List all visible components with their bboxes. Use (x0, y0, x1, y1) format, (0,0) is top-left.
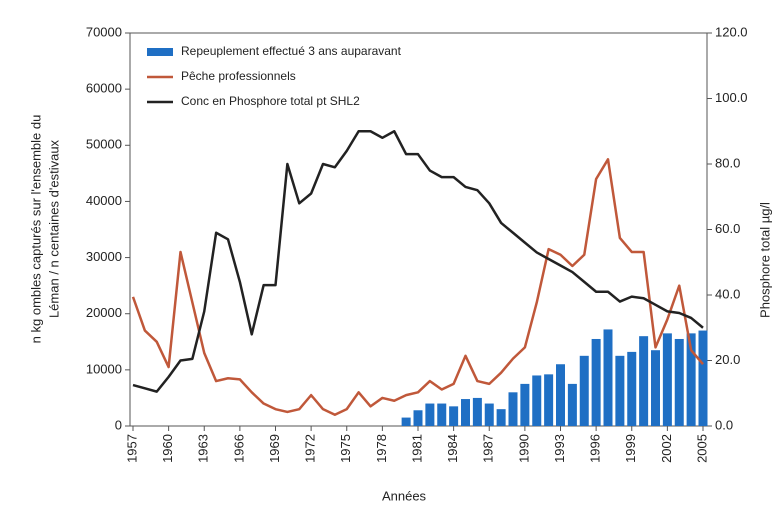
y2-tick-label: 20.0 (715, 352, 740, 367)
bar (686, 333, 696, 426)
y-tick-label: 50000 (86, 137, 122, 152)
y-tick-label: 60000 (86, 81, 122, 96)
bar (579, 355, 589, 426)
y-tick-label: 30000 (86, 249, 122, 264)
y-axis-title: n kg ombles capturés sur l'ensemble du (28, 115, 43, 344)
bar (651, 350, 660, 426)
x-tick-label: 1972 (303, 434, 318, 463)
y2-axis-title: Phosphore total µg/l (757, 202, 772, 318)
y-axis-title: Léman / n centaines d'estivaux (46, 139, 61, 318)
x-tick-label: 1981 (409, 434, 424, 463)
bar (603, 329, 613, 426)
bar (449, 406, 459, 426)
x-tick-label: 1999 (623, 434, 638, 463)
y2-tick-label: 80.0 (715, 155, 740, 170)
bar (627, 351, 637, 426)
x-tick-label: 2005 (694, 434, 709, 463)
bar (401, 417, 411, 426)
bar (413, 410, 423, 426)
legend: Repeuplement effectué 3 ans auparavant Pê… (147, 44, 402, 108)
x-tick-label: 1987 (481, 434, 496, 463)
y2-tick-label: 60.0 (715, 221, 740, 236)
bar (496, 409, 506, 426)
line (132, 130, 704, 393)
y2-tick-label: 120.0 (715, 24, 748, 39)
line (131, 158, 704, 417)
x-tick-label: 1957 (124, 434, 139, 463)
x-tick-label: 1978 (374, 434, 389, 463)
bar (615, 355, 625, 426)
bar (425, 403, 435, 426)
y2-tick-label: 0.0 (715, 417, 733, 432)
x-tick-label: 1984 (445, 434, 460, 463)
legend-swatch (147, 48, 173, 56)
bar (639, 336, 649, 426)
x-tick-label: 1966 (231, 434, 246, 463)
bar (674, 338, 684, 426)
x-tick-label: 1993 (552, 434, 567, 463)
bar (591, 338, 601, 426)
y-tick-label: 70000 (86, 24, 122, 39)
y-tick-label: 0 (115, 417, 122, 432)
legend-label: Repeuplement effectué 3 ans auparavant (181, 44, 402, 58)
bar (461, 399, 470, 426)
bar (437, 403, 447, 426)
y-tick-label: 10000 (86, 361, 122, 376)
x-tick-label: 2002 (659, 434, 674, 463)
x-tick-label: 1960 (160, 434, 175, 463)
y2-tick-label: 100.0 (715, 90, 748, 105)
bar (532, 375, 542, 426)
bar (472, 397, 482, 426)
y2-tick-label: 40.0 (715, 286, 740, 301)
bar (508, 392, 518, 426)
bar (567, 383, 577, 426)
x-tick-label: 1975 (338, 434, 353, 463)
x-tick-label: 1969 (267, 434, 282, 463)
bar (484, 403, 494, 426)
bar (662, 333, 672, 426)
x-tick-label: 1990 (516, 434, 531, 463)
x-axis-title: Années (382, 488, 427, 503)
bar (520, 383, 530, 426)
bar (698, 330, 708, 426)
legend-label: Conc en Phosphore total pt SHL2 (181, 94, 360, 108)
bar (556, 364, 565, 426)
y-tick-label: 20000 (86, 305, 122, 320)
y-tick-label: 40000 (86, 193, 122, 208)
legend-label: Pêche professionnels (181, 69, 296, 83)
x-tick-label: 1963 (196, 434, 211, 463)
x-tick-label: 1996 (588, 434, 603, 463)
bar (544, 374, 554, 426)
